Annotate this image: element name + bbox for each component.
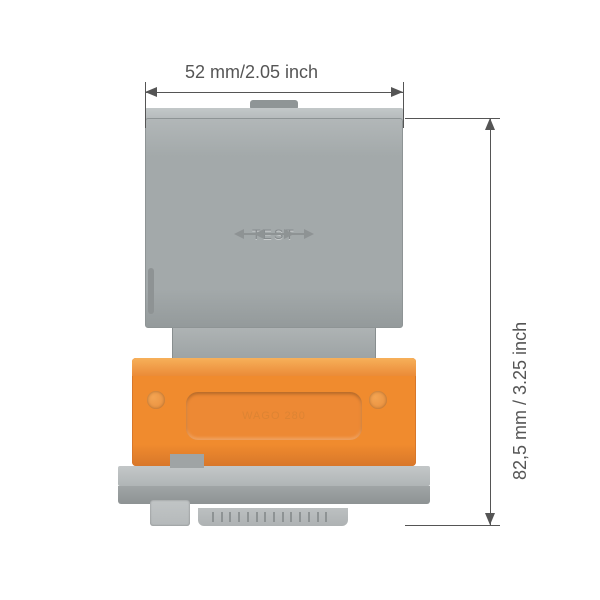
base-ridge	[221, 512, 223, 522]
orange-center-panel: WAGO 280	[186, 392, 362, 440]
base-ridge	[212, 512, 214, 522]
base-notch	[170, 454, 204, 468]
width-dim-line	[145, 92, 403, 93]
upper-module	[145, 118, 403, 328]
base-ridge	[229, 512, 231, 522]
width-arrow-left	[145, 87, 157, 97]
base-ridge	[299, 512, 301, 522]
base-ridge	[247, 512, 249, 522]
base-ridge	[238, 512, 240, 522]
height-dim-label: 82,5 mm / 3.25 inch	[510, 160, 531, 480]
width-dim-label: 52 mm/2.05 inch	[185, 62, 318, 83]
height-dim-line	[490, 118, 491, 525]
test-arrow-head	[304, 229, 314, 239]
test-arrow-head	[254, 229, 264, 239]
width-tick-right	[403, 82, 404, 128]
test-arrow-shaft	[264, 233, 304, 235]
height-arrow-top	[485, 118, 495, 130]
base-ridge	[273, 512, 275, 522]
test-arrow-head	[234, 229, 244, 239]
height-arrow-bottom	[485, 513, 495, 525]
base-ridge	[264, 512, 266, 522]
module-side-slot	[148, 268, 154, 314]
base-upper	[118, 466, 430, 486]
module-neck	[172, 328, 376, 360]
base-ridge	[308, 512, 310, 522]
base-ridge	[317, 512, 319, 522]
orange-top-bar	[132, 358, 416, 376]
base-ridge	[325, 512, 327, 522]
base-ridge	[282, 512, 284, 522]
base-ridge	[290, 512, 292, 522]
orange-peg-1	[369, 391, 387, 409]
orange-peg-0	[147, 391, 165, 409]
base-ridge	[256, 512, 258, 522]
base-foot-left	[150, 500, 190, 526]
width-arrow-right	[391, 87, 403, 97]
height-tick-bottom	[405, 525, 500, 526]
